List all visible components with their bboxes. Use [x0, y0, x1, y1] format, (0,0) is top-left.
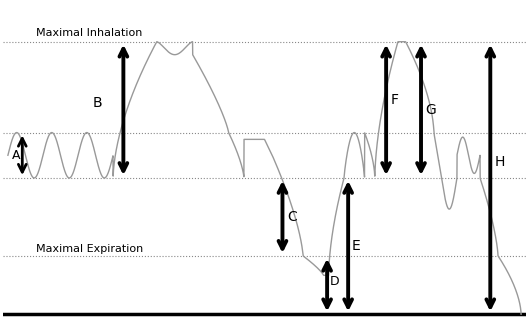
Text: G: G — [425, 103, 436, 117]
Text: Maximal Expiration: Maximal Expiration — [36, 244, 143, 254]
Text: B: B — [93, 96, 102, 110]
Text: E: E — [352, 239, 360, 253]
Text: F: F — [390, 93, 398, 107]
Text: Maximal Inhalation: Maximal Inhalation — [36, 28, 142, 39]
Text: H: H — [495, 155, 505, 169]
Text: D: D — [330, 275, 340, 288]
Text: A: A — [12, 149, 21, 162]
Text: C: C — [288, 210, 297, 224]
